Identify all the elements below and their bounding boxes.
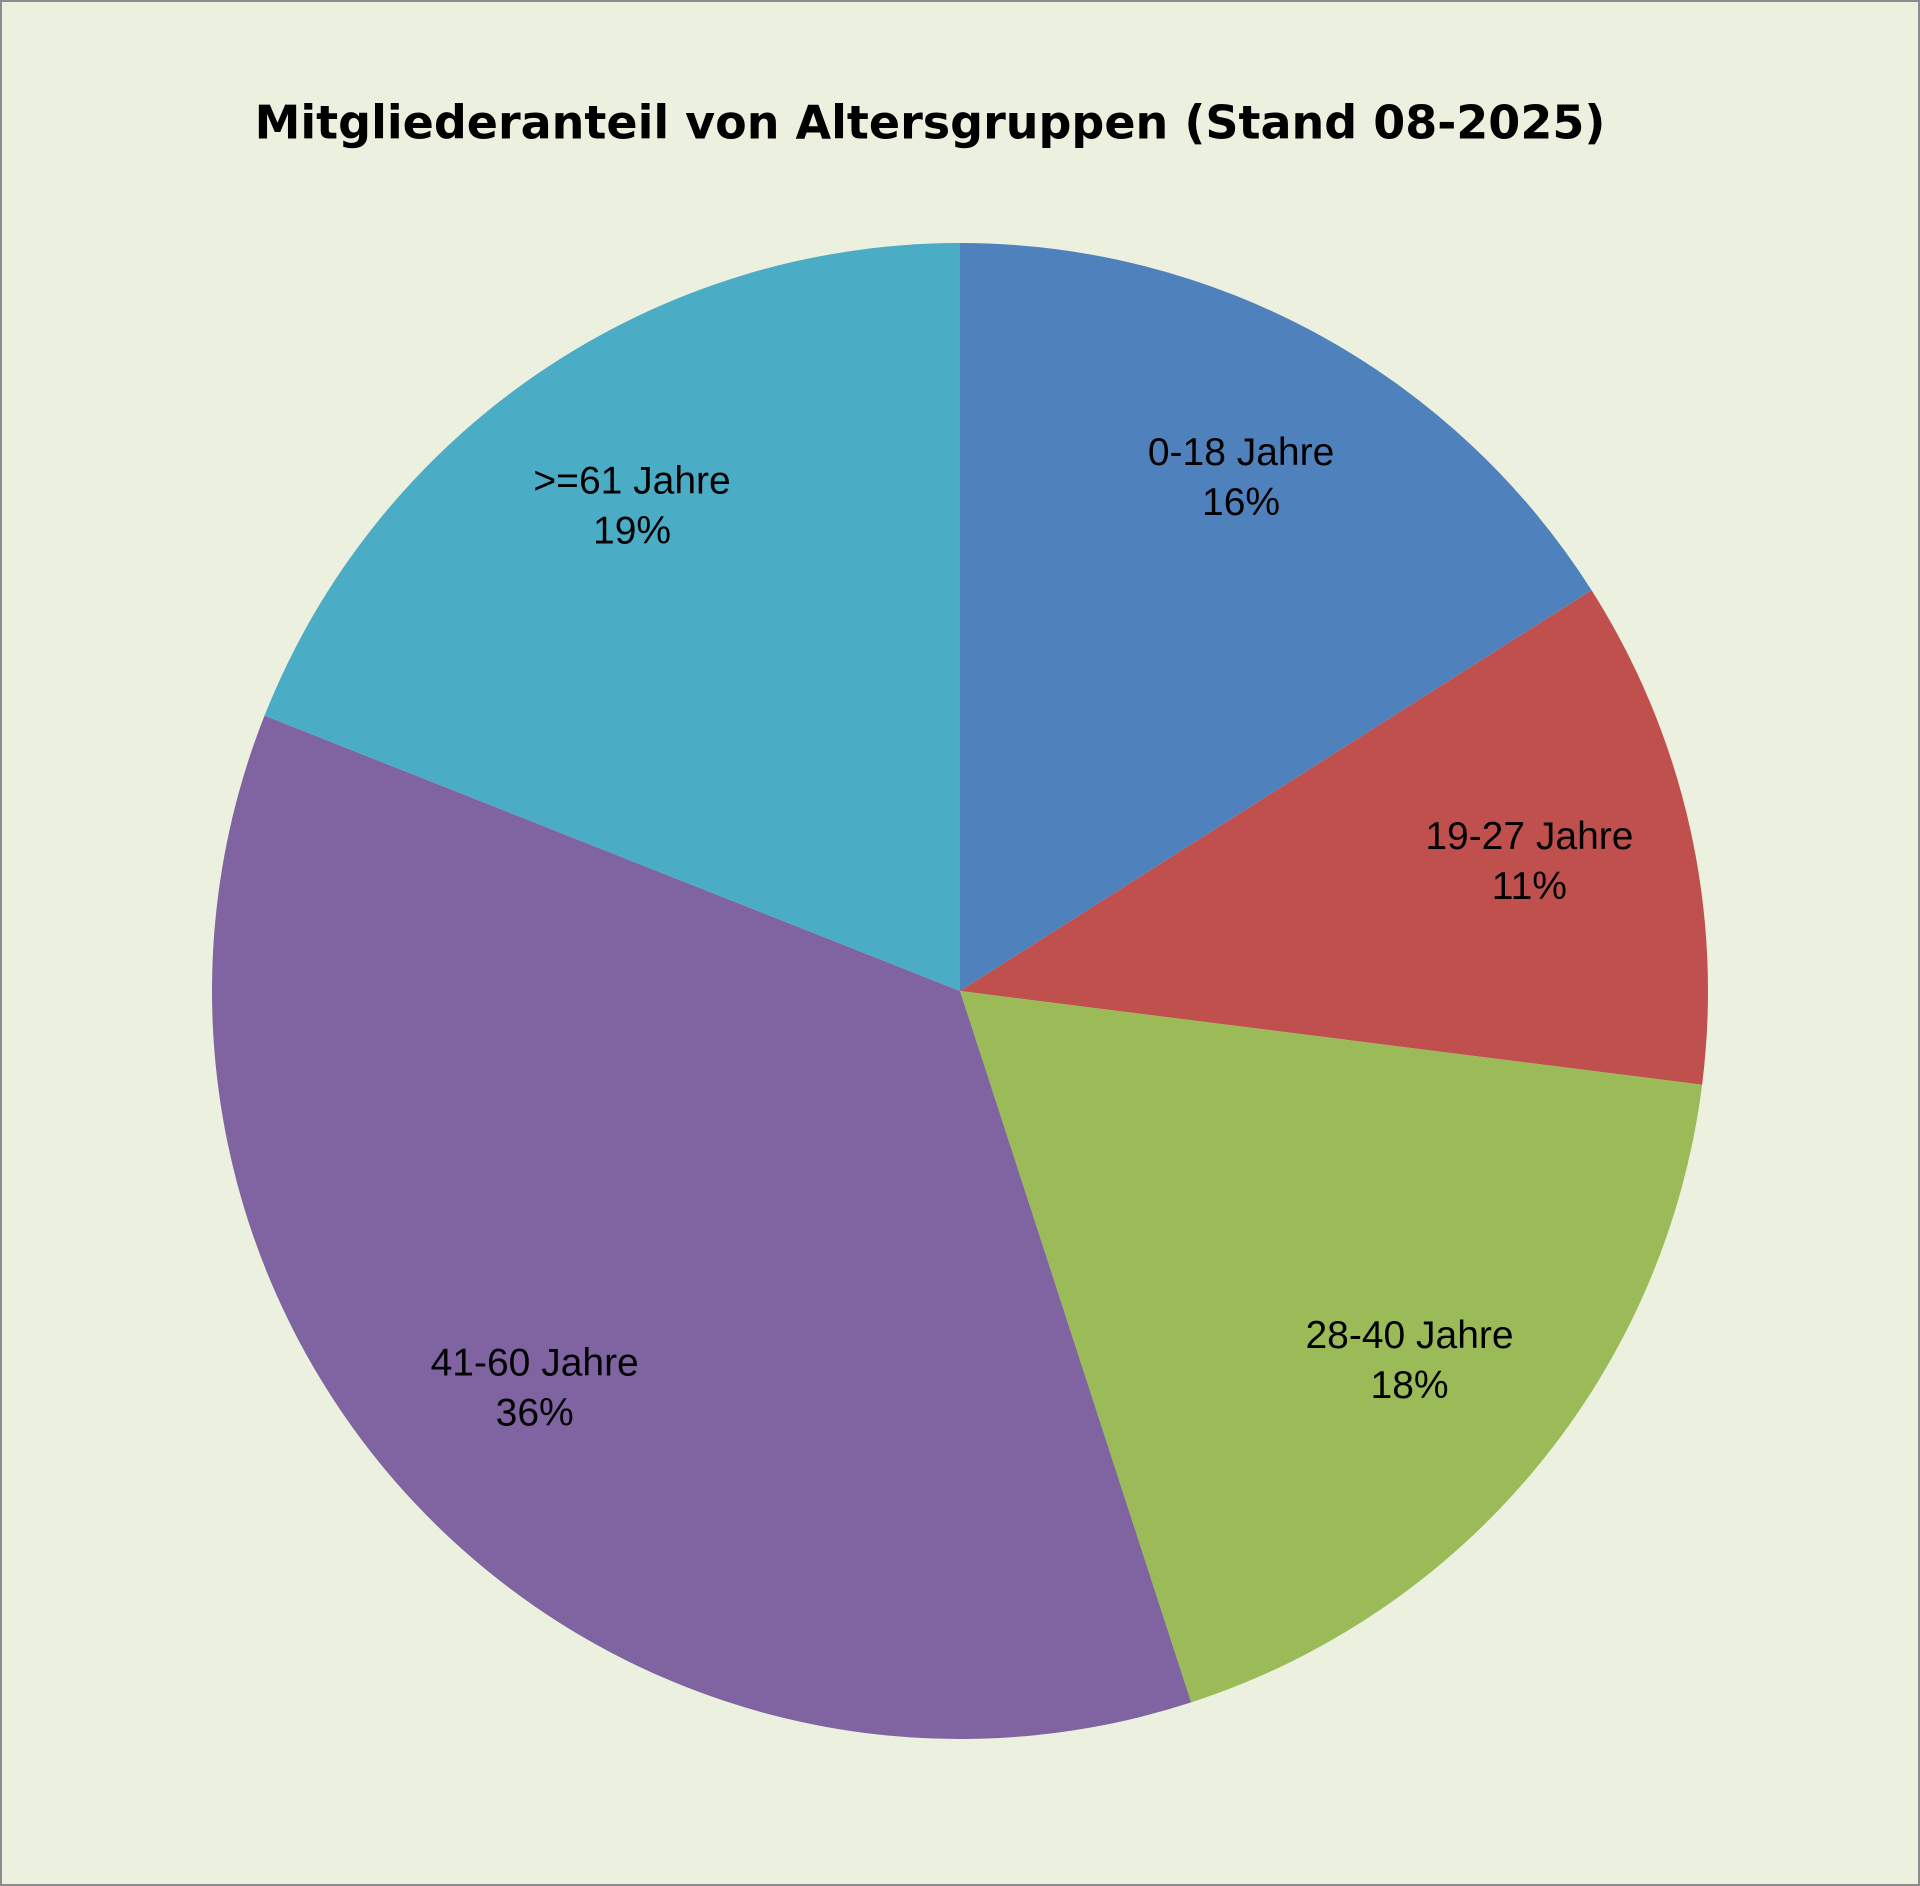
slice-category-label: 28-40 Jahre <box>1305 1314 1513 1357</box>
slice-value-label: 11% <box>1492 865 1567 908</box>
slice-category-label: 19-27 Jahre <box>1425 815 1633 858</box>
pie <box>212 243 1708 1739</box>
pie-slice <box>960 590 1708 1085</box>
slice-value-label: 19% <box>593 510 671 553</box>
pie-slice <box>212 715 1192 1739</box>
slice-value-label: 18% <box>1371 1364 1449 1407</box>
pie-slice <box>960 991 1703 1703</box>
pie-slice <box>960 243 1592 991</box>
pie-slice <box>264 243 960 991</box>
slice-value-label: 16% <box>1202 481 1280 524</box>
slice-value-label: 36% <box>496 1392 574 1435</box>
slice-category-label: 41-60 Jahre <box>431 1342 639 1385</box>
slice-category-label: 0-18 Jahre <box>1148 431 1334 474</box>
chart-title: Mitgliederanteil von Altersgruppen (Stan… <box>255 96 1606 150</box>
slice-category-label: >=61 Jahre <box>533 460 730 503</box>
